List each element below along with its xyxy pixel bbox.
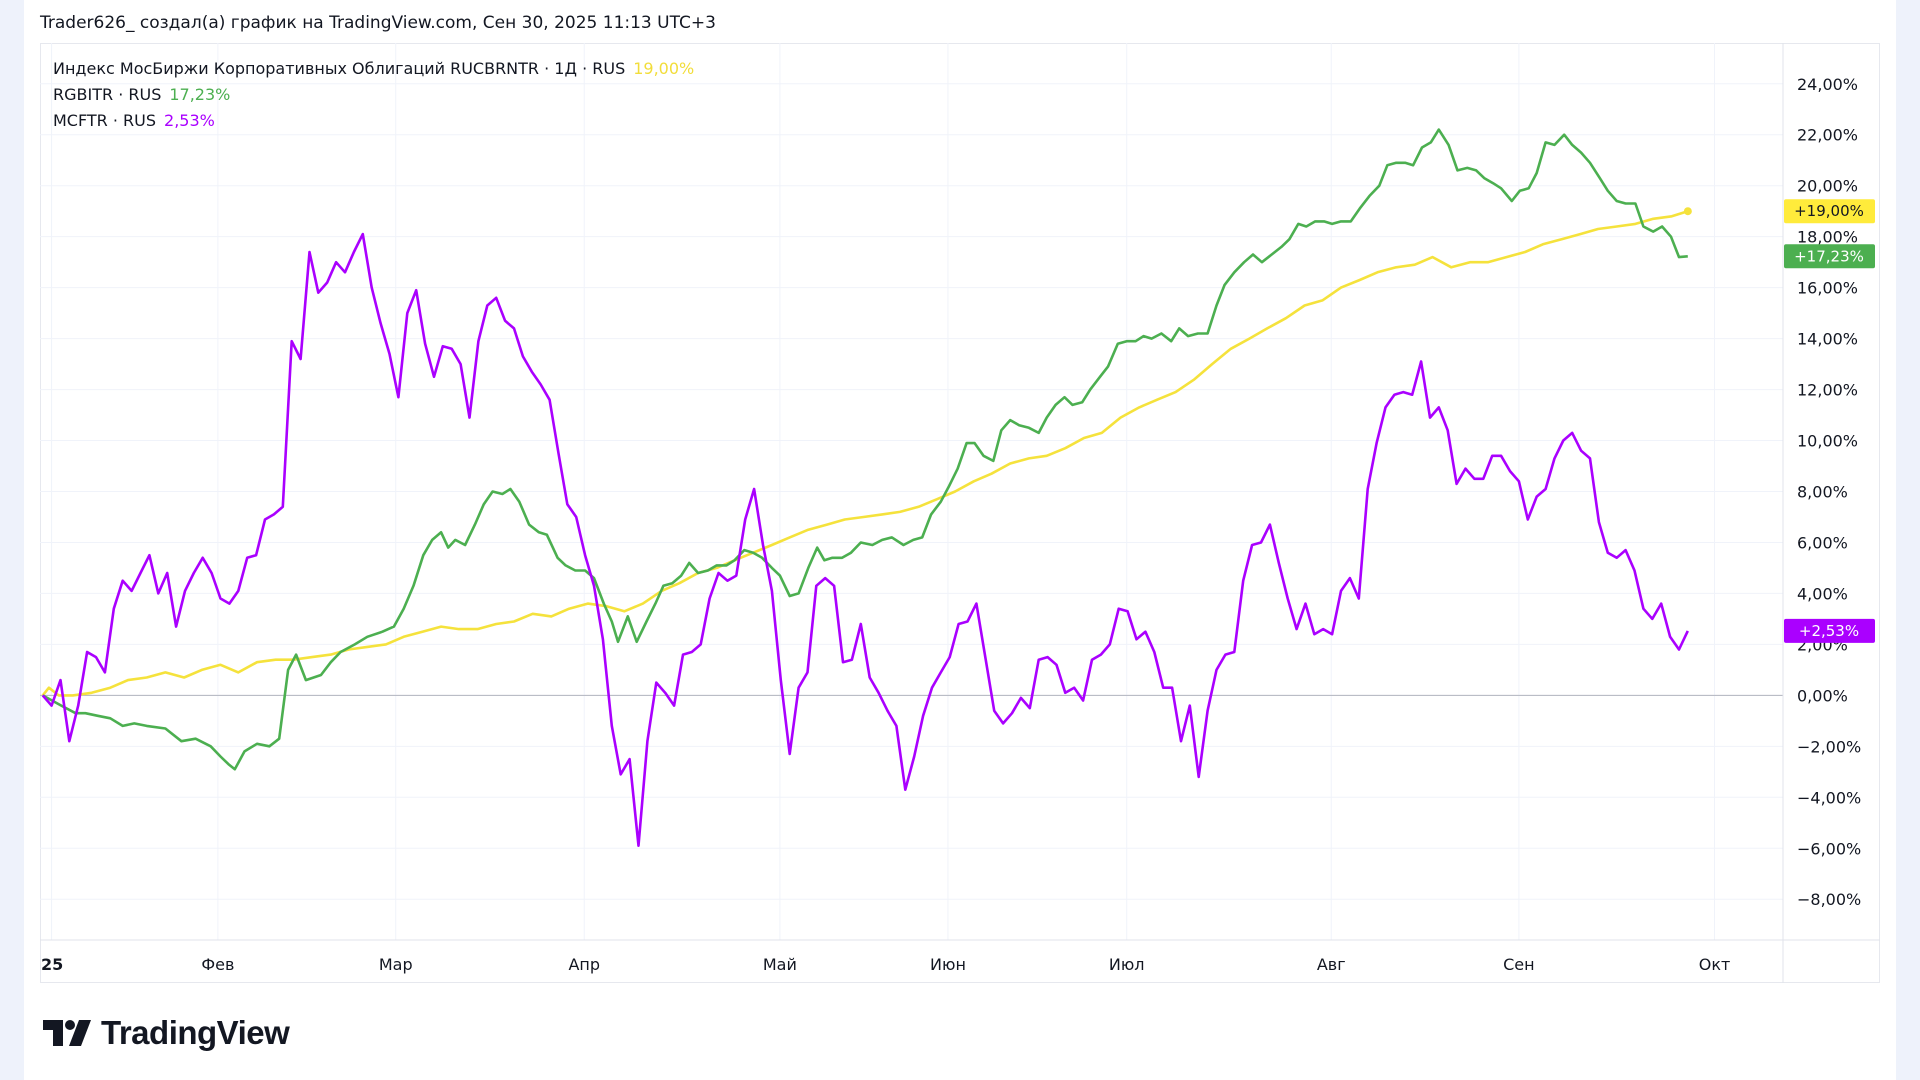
- price-axis: 24,00% 22,00% 20,00% 18,00% 16,00% 14,00% 12,0…: [1797, 75, 1861, 909]
- badge-text: +17,23%: [1794, 247, 1864, 265]
- y-tick-label: 14,00%: [1797, 330, 1858, 349]
- badge-background: [1784, 618, 1875, 643]
- x-tick-label: Сен: [1503, 955, 1534, 974]
- legend-label: MCFTR · RUS: [53, 111, 157, 130]
- chart-attribution: Trader626_ создал(а) график на TradingVi…: [40, 13, 716, 33]
- x-tick-label: Фев: [201, 955, 234, 974]
- y-tick-label: 10,00%: [1797, 432, 1858, 451]
- y-tick-label: −4,00%: [1797, 788, 1861, 807]
- y-tick-label: 8,00%: [1797, 483, 1848, 502]
- chart-frame: [40, 43, 1880, 983]
- y-tick-label: 22,00%: [1797, 126, 1858, 145]
- y-tick-label: 0,00%: [1797, 686, 1848, 705]
- last-value-labels: +19,00% +17,23% +2,53%: [1784, 199, 1875, 643]
- y-tick-label: 18,00%: [1797, 228, 1858, 247]
- y-tick-label: −6,00%: [1797, 839, 1861, 858]
- legend-item-rucbrntr[interactable]: Индекс МосБиржи Корпоративных Облигаций …: [53, 56, 694, 82]
- x-tick-label: Апр: [568, 955, 600, 974]
- tradingview-logo-icon: [43, 1020, 91, 1046]
- legend: Индекс МосБиржи Корпоративных Облигаций …: [53, 56, 694, 134]
- y-tick-label: 12,00%: [1797, 381, 1858, 400]
- legend-value: 19,00%: [633, 59, 695, 78]
- x-tick-label: Авг: [1317, 955, 1346, 974]
- logo-text: TradingView: [101, 1014, 290, 1051]
- y-tick-label: 20,00%: [1797, 177, 1858, 196]
- series-line-mcftr: [41, 232, 1689, 847]
- series-end-dot: [1683, 207, 1692, 216]
- y-tick-label: −2,00%: [1797, 737, 1861, 756]
- badge-text: +19,00%: [1794, 202, 1864, 220]
- grid-lines: [40, 43, 1783, 940]
- legend-value: 17,23%: [169, 85, 231, 104]
- last-value-badge-rucbrntr: +19,00%: [1784, 199, 1875, 224]
- x-tick-label: Июл: [1109, 955, 1145, 974]
- last-value-badge-rgbitr: +17,23%: [1784, 244, 1875, 269]
- series-line-rgbitr: [42, 128, 1688, 771]
- x-tick-label: Окт: [1699, 955, 1731, 974]
- legend-label: Индекс МосБиржи Корпоративных Облигаций …: [53, 59, 626, 78]
- x-tick-label: 25: [41, 955, 63, 974]
- y-tick-label: 4,00%: [1797, 584, 1848, 603]
- tradingview-logo[interactable]: TradingView: [43, 1014, 290, 1052]
- legend-value: 2,53%: [164, 111, 215, 130]
- series-lines: [41, 128, 1692, 847]
- y-tick-label: −8,00%: [1797, 890, 1861, 909]
- x-tick-label: Мар: [379, 955, 413, 974]
- y-tick-label: 24,00%: [1797, 75, 1858, 94]
- badge-background: [1784, 244, 1875, 269]
- badge-text: +2,53%: [1799, 622, 1859, 640]
- y-tick-label: 6,00%: [1797, 533, 1848, 552]
- x-tick-label: Май: [763, 955, 797, 974]
- legend-label: RGBITR · RUS: [53, 85, 162, 104]
- legend-item-mcftr[interactable]: MCFTR · RUS 2,53%: [53, 108, 694, 134]
- series-line-rucbrntr: [41, 209, 1689, 697]
- x-tick-label: Июн: [930, 955, 966, 974]
- chart-card: [24, 0, 1896, 1080]
- y-tick-label: 16,00%: [1797, 279, 1858, 298]
- legend-item-rgbitr[interactable]: RGBITR · RUS 17,23%: [53, 82, 694, 108]
- badge-background: [1784, 199, 1875, 224]
- last-value-badge-mcftr: +2,53%: [1784, 618, 1875, 643]
- time-axis: 25 Фев Мар Апр Май Июн Июл Авг Сен Окт: [41, 955, 1730, 974]
